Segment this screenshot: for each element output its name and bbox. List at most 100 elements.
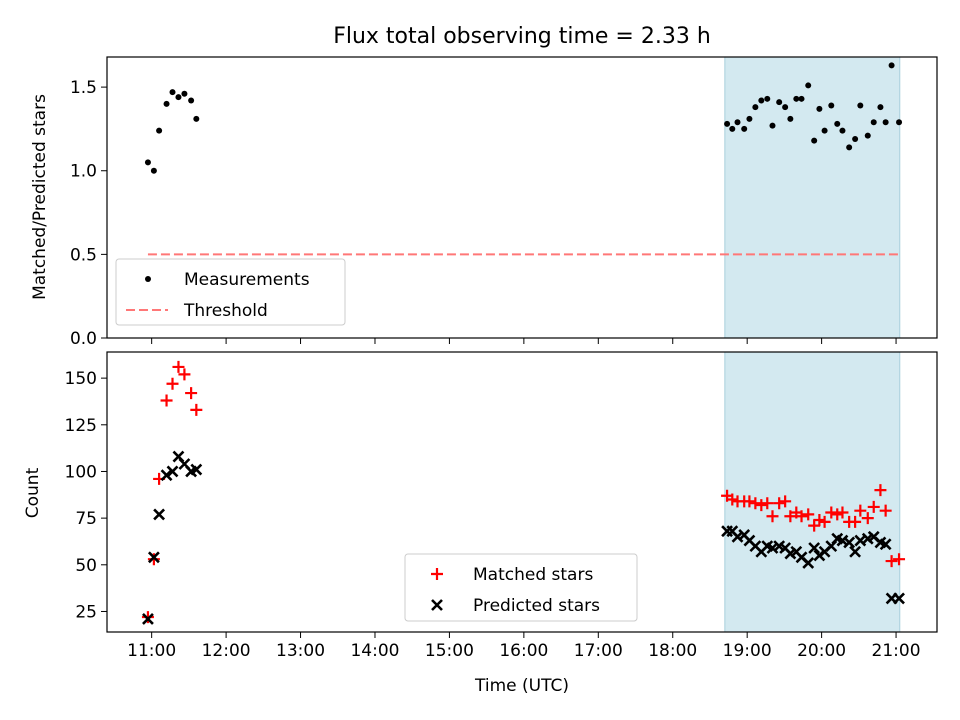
axes-frame: [106, 56, 938, 339]
measurement-point: [896, 119, 903, 126]
legend-label: Predicted stars: [473, 596, 600, 616]
matched-star-point: [861, 512, 874, 525]
measurement-point: [852, 135, 859, 142]
x-axis-label: Time (UTC): [474, 676, 569, 696]
measurement-point: [163, 100, 170, 107]
matched-star-point: [178, 368, 191, 381]
predicted-star-point: [160, 469, 173, 482]
matched-star-point: [185, 387, 198, 400]
measurement-point: [882, 119, 889, 126]
legend-label: Measurements: [184, 270, 310, 290]
x-tick-label: 11:00: [127, 641, 176, 661]
legend-box: [404, 553, 638, 622]
matched-star-point: [743, 495, 756, 508]
x-tick-label: 19:00: [723, 641, 772, 661]
y-tick-label: 75: [75, 509, 97, 529]
y-tick-label: 50: [75, 556, 97, 576]
predicted-star-point: [843, 536, 856, 549]
measurement-point: [181, 90, 188, 97]
ratio-y-axis-label: Matched/Predicted stars: [30, 94, 50, 300]
predicted-star-point: [153, 508, 166, 521]
measurement-point: [776, 99, 783, 106]
matched-star-point: [147, 553, 160, 566]
axes-frame: [106, 351, 938, 633]
measurement-point: [787, 115, 794, 122]
measurement-point: [144, 159, 151, 166]
counts-y-axis-label: Count: [23, 467, 43, 518]
x-tick-label: 13:00: [276, 641, 325, 661]
measurement-point: [857, 102, 864, 109]
x-tick-label: 12:00: [202, 641, 251, 661]
measurement-point: [805, 82, 812, 89]
measurement-point: [846, 144, 853, 151]
matched-star-point: [825, 506, 838, 519]
measurement-point: [839, 127, 846, 134]
chart-title: Flux total observing time = 2.33 h: [333, 24, 711, 49]
x-tick-label: 15:00: [425, 641, 474, 661]
matched-star-point: [160, 394, 173, 407]
measurement-point: [834, 120, 841, 127]
measurement-point: [888, 62, 895, 69]
legend-x-icon: [431, 599, 443, 611]
measurement-point: [877, 104, 884, 111]
measurement-point: [175, 94, 182, 101]
measurement-point: [724, 120, 731, 127]
measurement-point: [870, 119, 877, 126]
matched-star-point: [885, 555, 898, 568]
measurement-point: [193, 115, 200, 122]
predicted-star-point: [808, 542, 821, 554]
matched-star-point: [808, 519, 821, 532]
measurement-point: [169, 89, 176, 96]
predicted-star-point: [802, 557, 815, 569]
predicted-star-point: [166, 465, 179, 478]
matched-star-point: [190, 403, 203, 416]
measurement-point: [811, 137, 818, 144]
matched-star-point: [879, 504, 892, 517]
y-tick-label: 100: [65, 462, 97, 482]
matched-star-point: [766, 510, 779, 523]
predicted-star-point: [893, 592, 905, 605]
matched-star-point: [755, 499, 768, 512]
matched-star-point: [867, 500, 880, 513]
x-tick-label: 16:00: [499, 641, 548, 661]
matched-star-point: [726, 493, 739, 506]
measurement-point: [741, 125, 748, 132]
matched-star-point: [795, 510, 808, 523]
predicted-star-point: [147, 551, 160, 564]
measurement-point: [782, 104, 789, 111]
x-tick-label: 21:00: [872, 641, 921, 661]
matched-star-point: [836, 506, 849, 519]
measurement-point: [758, 97, 765, 104]
measurement-point: [764, 95, 771, 102]
predicted-star-point: [849, 545, 862, 558]
legend-box: [115, 258, 346, 326]
matched-star-point: [849, 515, 862, 528]
matched-star-point: [831, 508, 844, 521]
measurement-point: [746, 115, 753, 122]
measurement-point: [752, 104, 759, 111]
matched-star-point: [854, 504, 867, 517]
matched-star-point: [818, 515, 831, 528]
matched-star-point: [893, 553, 906, 566]
legend-label: Matched stars: [473, 565, 593, 585]
matched-star-point: [172, 360, 185, 373]
matched-star-point: [874, 484, 887, 497]
y-tick-label: 150: [65, 369, 97, 389]
y-tick-label: 1.0: [70, 162, 97, 182]
x-tick-label: 18:00: [648, 641, 697, 661]
predicted-star-point: [190, 463, 203, 476]
measurement-point: [729, 125, 736, 132]
measurement-point: [798, 95, 805, 102]
measurement-point: [864, 132, 871, 139]
matched-star-point: [761, 497, 774, 510]
ratio-axes: 0.0 0.5 1.0 1.5 Measurements Threshold: [70, 56, 938, 349]
x-tick-label: 17:00: [574, 641, 623, 661]
measurement-point: [816, 105, 823, 112]
measurement-point: [188, 97, 195, 104]
shaded-region: [724, 56, 901, 339]
legend-dot-icon: [145, 276, 151, 282]
shaded-region: [724, 351, 901, 633]
y-tick-label: 0.0: [70, 329, 97, 349]
y-tick-label: 125: [65, 416, 97, 436]
